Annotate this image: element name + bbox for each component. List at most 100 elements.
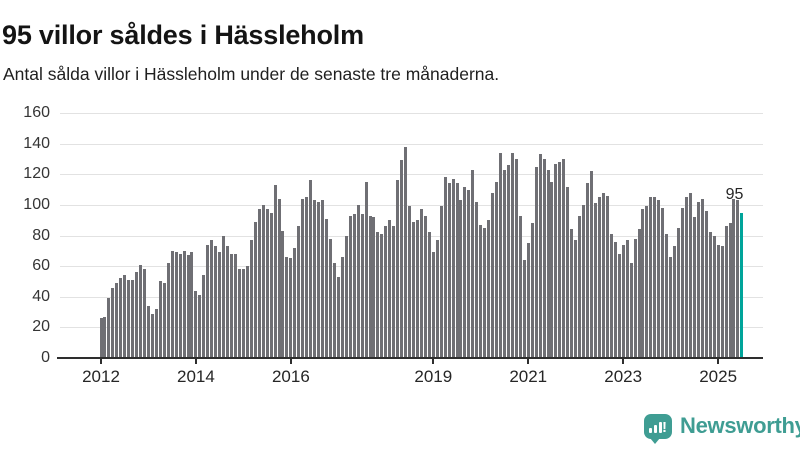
bar bbox=[253, 221, 257, 358]
bar bbox=[637, 229, 641, 358]
y-axis-label: 0 bbox=[41, 349, 50, 366]
bar bbox=[404, 146, 408, 358]
bar bbox=[423, 215, 427, 358]
bar bbox=[143, 269, 147, 358]
bar bbox=[732, 198, 736, 358]
bar bbox=[684, 197, 688, 358]
y-axis-label: 100 bbox=[23, 195, 50, 213]
bar bbox=[601, 192, 605, 358]
bar bbox=[633, 238, 637, 358]
bar bbox=[297, 226, 301, 358]
bar bbox=[431, 252, 435, 358]
bar bbox=[463, 186, 467, 358]
bar bbox=[194, 290, 198, 358]
x-axis-tick bbox=[622, 359, 625, 364]
bar bbox=[400, 160, 404, 358]
bar bbox=[265, 209, 269, 358]
bar bbox=[716, 244, 720, 358]
bar bbox=[241, 269, 245, 358]
bar bbox=[230, 253, 234, 358]
bar bbox=[692, 217, 696, 358]
exclamation-glyph: ! bbox=[662, 418, 667, 436]
bar bbox=[324, 218, 328, 358]
bar bbox=[491, 192, 495, 358]
bar bbox=[214, 246, 218, 358]
bar bbox=[321, 200, 325, 358]
bar bbox=[677, 227, 681, 358]
bar bbox=[380, 233, 384, 358]
bar bbox=[562, 158, 566, 358]
bar bbox=[518, 215, 522, 358]
bar bbox=[435, 240, 439, 358]
bar bbox=[154, 309, 158, 358]
bar bbox=[234, 253, 237, 358]
bar bbox=[459, 200, 463, 358]
bar bbox=[332, 263, 336, 358]
bar bbox=[131, 279, 135, 358]
bar bbox=[704, 211, 708, 358]
bar bbox=[669, 256, 673, 358]
bar bbox=[364, 181, 368, 358]
bar bbox=[376, 232, 380, 358]
bar bbox=[273, 184, 277, 358]
bar bbox=[467, 189, 471, 358]
bar bbox=[158, 281, 162, 358]
bar bbox=[392, 226, 396, 358]
bar bbox=[285, 256, 289, 358]
bar bbox=[661, 207, 665, 358]
bar bbox=[305, 197, 309, 358]
bar bbox=[542, 158, 546, 358]
bar bbox=[328, 238, 332, 358]
bar bbox=[653, 197, 657, 358]
bar bbox=[178, 253, 182, 358]
bar bbox=[487, 220, 491, 358]
bar bbox=[146, 305, 150, 358]
bar bbox=[538, 154, 542, 358]
gridline bbox=[60, 266, 763, 268]
bar bbox=[514, 158, 518, 358]
bar bbox=[617, 253, 621, 358]
bar bbox=[249, 240, 253, 358]
bar bbox=[210, 240, 214, 358]
bar bbox=[127, 279, 131, 358]
bar bbox=[590, 171, 594, 358]
x-axis-tick bbox=[289, 359, 292, 364]
newsworthy-logo-text: Newsworthy bbox=[680, 413, 800, 438]
bar bbox=[447, 183, 451, 358]
bar bbox=[257, 209, 261, 358]
bar bbox=[190, 252, 194, 358]
bar bbox=[495, 181, 499, 358]
bar bbox=[344, 235, 348, 358]
bar bbox=[443, 177, 447, 358]
bar bbox=[103, 316, 107, 358]
gridline bbox=[60, 204, 763, 206]
bar bbox=[613, 241, 617, 358]
bar bbox=[340, 256, 344, 358]
bar bbox=[99, 318, 103, 358]
page-title: 95 villor såldes i Hässleholm bbox=[2, 20, 364, 51]
bar bbox=[724, 226, 728, 358]
bar bbox=[415, 220, 419, 358]
x-axis-label: 2021 bbox=[509, 367, 548, 386]
bar bbox=[277, 198, 281, 358]
bar bbox=[641, 209, 645, 358]
bar bbox=[317, 201, 321, 358]
gridline bbox=[60, 174, 763, 176]
bar bbox=[522, 260, 526, 358]
x-axis-tick bbox=[100, 359, 102, 364]
bar bbox=[657, 200, 661, 358]
bar bbox=[281, 230, 285, 358]
bar bbox=[186, 255, 190, 358]
bar bbox=[574, 240, 578, 358]
bar bbox=[218, 252, 222, 358]
gridline bbox=[60, 296, 763, 298]
bar bbox=[301, 198, 305, 358]
bar bbox=[222, 235, 226, 358]
newsworthy-logo[interactable]: ! Newsworthy bbox=[644, 413, 800, 444]
x-axis-label: 2019 bbox=[414, 367, 453, 386]
bar bbox=[736, 200, 740, 358]
bar bbox=[578, 215, 582, 358]
bar bbox=[198, 295, 202, 358]
bar bbox=[475, 201, 479, 358]
